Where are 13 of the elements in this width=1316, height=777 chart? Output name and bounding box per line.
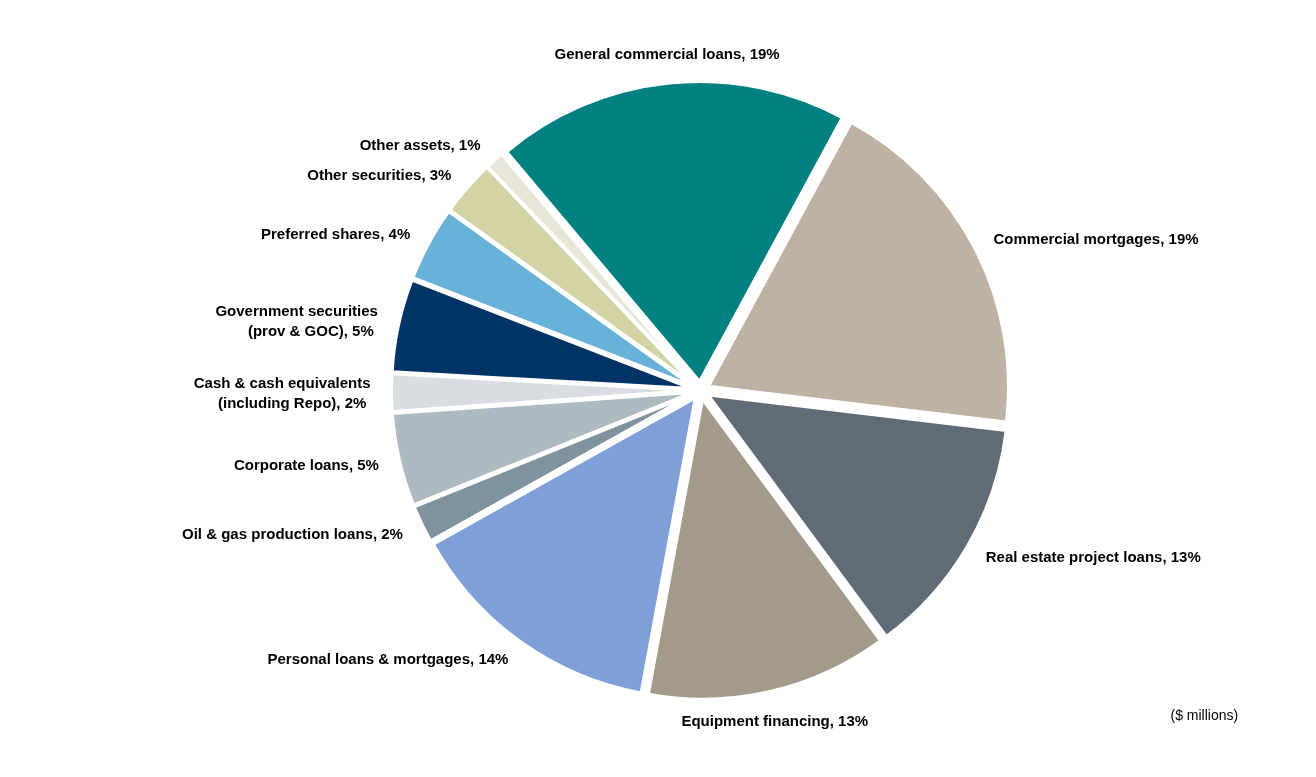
slice-label: Corporate loans, 5% [233,456,379,474]
slice-label: Preferred shares, 4% [260,225,411,243]
slice-label: Cash & cash equivalents (including Repo), 2% [193,374,371,412]
text: ($ millions) [1170,706,1239,723]
slice-label: Personal loans & mortgages, 14% [267,650,509,668]
slice-label: Real estate project loans, 13% [985,548,1201,565]
slice-label: Commercial mortgages, 19% [993,230,1199,248]
slice-label: Other assets, 1% [359,135,481,153]
slice-label: Equipment financing, 13% [681,712,869,730]
slice-label: Oil & gas production loans, 2% [182,524,403,542]
slice-label: General commercial loans, 19% [554,45,780,63]
slice-label: Other securities, 3% [307,165,452,183]
slice-label: Government securities (prov & GOC), 5% [215,302,378,340]
